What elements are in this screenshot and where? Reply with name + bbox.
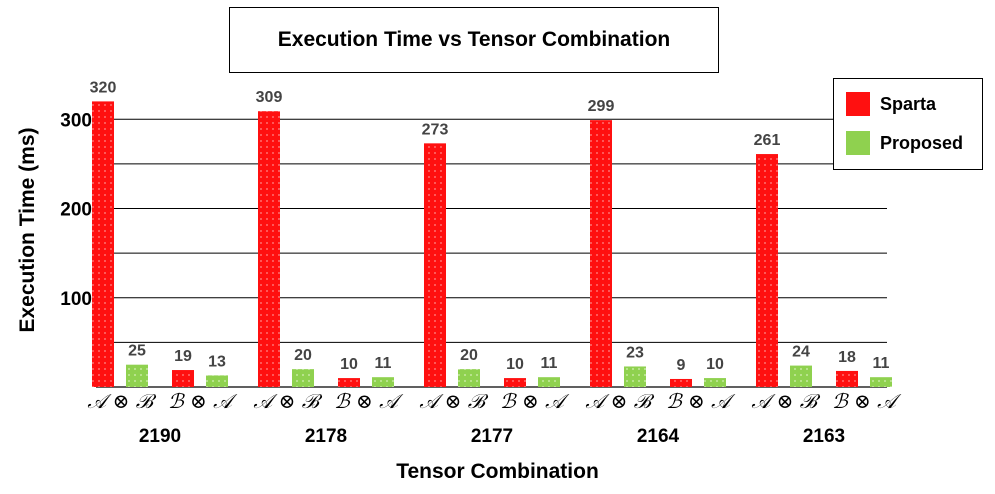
data-label: 20 xyxy=(460,347,478,364)
x-sub-tick-label: 𝒜 ⊗ ℬ xyxy=(419,389,488,413)
data-label: 273 xyxy=(422,121,449,138)
bar-sparta xyxy=(338,378,360,387)
x-group-label: 2163 xyxy=(803,426,845,447)
data-labels: 320 25 19 13 309 20 10 11 273 20 10 11 299 23 9 10 261 24… xyxy=(90,79,890,374)
bar-proposed xyxy=(206,375,228,387)
x-sub-tick-labels: 𝒜 ⊗ ℬ ℬ ⊗ 𝒜 𝒜 ⊗ ℬ ℬ ⊗ 𝒜 𝒜 ⊗ ℬ ℬ ⊗ 𝒜 𝒜 ⊗ ℬ ℬ ⊗ 𝒜… xyxy=(87,389,902,413)
data-label: 320 xyxy=(90,79,117,96)
x-sub-tick-label: ℬ ⊗ 𝒜 xyxy=(168,389,238,413)
data-label: 11 xyxy=(375,355,392,372)
x-axis-label: Tensor Combination xyxy=(396,460,599,483)
bar-sparta xyxy=(258,111,280,387)
data-label: 24 xyxy=(792,344,810,361)
x-sub-tick-label: ℬ ⊗ 𝒜 xyxy=(832,389,902,413)
x-sub-tick-label: ℬ ⊗ 𝒜 xyxy=(500,389,570,413)
data-label: 9 xyxy=(677,357,686,374)
data-label: 261 xyxy=(754,132,781,149)
x-sub-tick-label: 𝒜 ⊗ ℬ xyxy=(253,389,322,413)
bar-proposed xyxy=(624,366,646,387)
bar-sparta xyxy=(92,101,114,388)
x-sub-tick-label: ℬ ⊗ 𝒜 xyxy=(666,389,736,413)
data-label: 299 xyxy=(588,98,615,115)
x-group-label: 2178 xyxy=(305,426,347,447)
bar-sparta xyxy=(424,143,446,387)
bar-sparta xyxy=(670,378,692,387)
x-sub-tick-label: ℬ ⊗ 𝒜 xyxy=(334,389,404,413)
y-tick-label: 100 xyxy=(60,289,92,310)
bar-proposed xyxy=(538,377,560,387)
data-label: 10 xyxy=(706,356,724,373)
data-label: 23 xyxy=(626,344,644,361)
data-label: 19 xyxy=(174,348,192,365)
bar-sparta xyxy=(172,370,194,387)
legend: Sparta Proposed xyxy=(833,78,983,170)
legend-swatch-sparta xyxy=(846,92,870,116)
chart-title: Execution Time vs Tensor Combination xyxy=(229,7,719,73)
bar-proposed xyxy=(790,365,812,387)
data-label: 25 xyxy=(128,343,146,360)
data-label: 11 xyxy=(541,355,558,372)
data-label: 309 xyxy=(256,89,283,106)
data-label: 11 xyxy=(873,355,890,372)
bars xyxy=(92,101,892,388)
data-label: 18 xyxy=(838,349,856,366)
x-group-label: 2177 xyxy=(471,426,513,447)
legend-item-sparta: Sparta xyxy=(846,92,936,116)
bar-proposed xyxy=(126,364,148,387)
data-label: 10 xyxy=(506,356,524,373)
data-label: 13 xyxy=(208,353,226,370)
bar-sparta xyxy=(504,378,526,387)
y-tick-label: 300 xyxy=(60,110,92,131)
x-sub-tick-label: 𝒜 ⊗ ℬ xyxy=(87,389,156,413)
legend-swatch-proposed xyxy=(846,131,870,155)
x-sub-tick-label: 𝒜 ⊗ ℬ xyxy=(585,389,654,413)
bar-proposed xyxy=(458,369,480,387)
legend-item-proposed: Proposed xyxy=(846,131,963,155)
y-tick-label: 200 xyxy=(60,200,92,221)
bar-proposed xyxy=(704,378,726,387)
bar-proposed xyxy=(870,377,892,387)
bar-sparta xyxy=(836,370,858,387)
bar-proposed xyxy=(292,369,314,387)
bar-proposed xyxy=(372,377,394,387)
bar-sparta xyxy=(756,154,778,387)
legend-label-proposed: Proposed xyxy=(880,132,964,153)
x-group-labels: 2190 2178 2177 2164 2163 xyxy=(139,426,845,447)
y-axis: 100 200 300 xyxy=(60,110,92,310)
data-label: 20 xyxy=(294,347,312,364)
x-group-label: 2164 xyxy=(637,426,680,447)
y-axis-label: Execution Time (ms) xyxy=(16,127,39,333)
bar-sparta xyxy=(590,120,612,387)
legend-label-sparta: Sparta xyxy=(880,93,937,114)
x-group-label: 2190 xyxy=(139,426,181,447)
x-sub-tick-label: 𝒜 ⊗ ℬ xyxy=(751,389,820,413)
data-label: 10 xyxy=(340,356,358,373)
